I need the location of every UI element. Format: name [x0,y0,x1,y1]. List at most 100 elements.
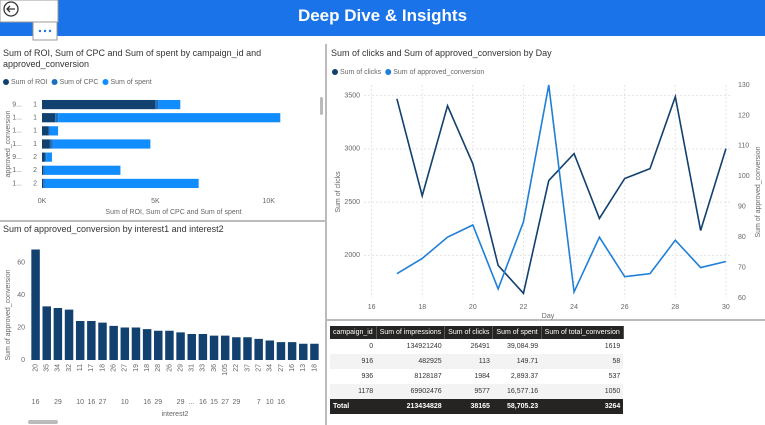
x-group-label: 10 [121,399,129,406]
y-tick-label: 2000 [344,252,360,259]
y2-tick-label: 80 [738,234,746,241]
bar [165,330,174,360]
x-tick-label: 37 [244,364,251,372]
bar-segment [43,178,45,189]
bar [209,335,219,360]
page-title: Deep Dive & Insights [297,6,468,25]
bar-segment [155,99,159,110]
x-tick-label: 32 [66,364,73,372]
y2-tick-label: 90 [738,204,746,211]
x-tick-label: 16 [368,304,376,311]
y-tick-label: 2 [33,154,37,161]
x-tick-label: 17 [88,364,95,372]
y2-tick-label: 100 [738,173,750,180]
table-cell: 482925 [418,358,442,365]
y-axis-title: approved_conversion [5,110,12,177]
legend-label: Sum of spent [110,79,151,86]
table-cell: 39,084.99 [507,343,539,350]
y-tick-label: 3500 [344,92,360,99]
more-dot [43,29,47,33]
x-tick-label: 27 [278,364,285,372]
back-button[interactable] [0,0,59,23]
legend-label: Sum of ROI [11,79,48,86]
total-cell: 213434828 [376,399,445,414]
bar-segment [48,126,50,136]
column-header: Sum of total_conversion [541,326,624,339]
bar [310,343,319,360]
back-arrow [6,5,15,13]
y2-tick-label: 70 [738,264,746,271]
bar [154,330,163,360]
bar [220,335,230,360]
back-icon[interactable] [3,1,19,17]
bar-segment [158,99,181,110]
bar [276,342,286,360]
column-header: Sum of clicks [444,326,494,339]
y2-tick-label: 110 [738,143,749,150]
x-tick-label: 33 [200,364,207,372]
x-tick-label: 30 [722,304,730,311]
bar-segment [43,165,45,175]
bar [142,329,152,360]
bar-segment [58,113,281,123]
legend-swatch [3,79,9,85]
bar [98,322,107,360]
total-cell: 3264 [541,399,624,414]
bar [64,309,74,360]
x-tick-label: 11 [77,364,84,371]
table-cell: 8128187 [414,373,442,380]
bar [265,340,275,360]
x-tick-label: 31 [189,364,196,372]
x-axis-title: interest2 [162,411,189,418]
x-group-label: 16 [143,399,151,406]
x-tick-label: 13 [300,364,307,372]
x-group-label: 7 [257,399,261,406]
scrollbar[interactable] [28,420,58,424]
table-row: 916 482925 113 149.71 58 [330,354,624,369]
x-tick-label: 36 [211,364,218,372]
more-dot [48,29,52,33]
x-tick-label: 26 [166,364,173,372]
bar-segment [52,139,151,149]
table-cell: 1178 [358,388,374,395]
x-group-label: 29 [154,399,162,406]
x-tick-label: 24 [570,304,578,311]
legend-swatch [385,69,392,75]
bar [187,334,196,360]
bar-segment [49,139,53,149]
table-cell: 1619 [604,343,621,350]
y-tick-label: 40 [17,292,25,299]
x-tick-label: 0K [38,198,47,205]
table-cell: 916 [361,358,374,365]
bar-segment [42,165,44,175]
x-group-label: 16 [199,399,207,406]
bar-segment [42,99,156,110]
x-group-label: 16 [277,399,285,406]
x-tick-label: 29 [177,364,184,372]
table-cell: 1050 [604,388,621,395]
y-group-label: 1... [12,141,22,148]
y-tick-label: 20 [17,324,25,331]
scrollbar[interactable] [320,97,323,115]
y-tick-label: 1 [33,141,37,148]
bar-segment [49,126,59,136]
x-axis-title: Sum of ROI, Sum of CPC and Sum of spent [105,209,241,216]
bar [120,327,130,360]
bar-segment [42,139,50,149]
x-group-label: 27 [221,399,229,406]
bar-segment [42,152,45,162]
bar [299,343,308,360]
x-group-label: 16 [87,399,95,406]
bar [75,321,85,360]
bar [198,334,208,360]
x-tick-label: 16 [289,364,296,372]
line-series [396,93,727,295]
table-cell: 936 [361,373,374,380]
y-group-label: 9... [12,101,22,108]
bar [287,342,297,360]
y-tick-label: 2 [33,180,37,187]
table-row: 0 134921240 26491 39,084.99 1619 [330,339,624,354]
bar-segment [44,178,199,189]
